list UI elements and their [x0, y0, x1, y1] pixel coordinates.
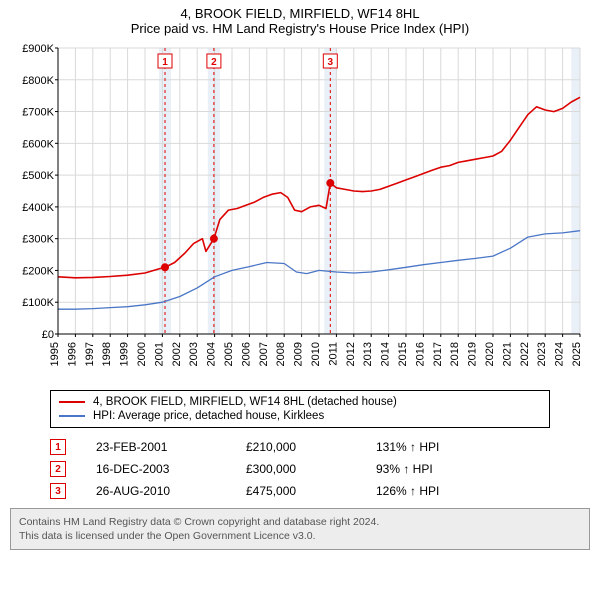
legend-swatch: [59, 401, 85, 403]
table-row: 2 16-DEC-2003 £300,000 93% ↑ HPI: [50, 458, 590, 480]
chart-title-line1: 4, BROOK FIELD, MIRFIELD, WF14 8HL: [10, 6, 590, 21]
table-row: 3 26-AUG-2010 £475,000 126% ↑ HPI: [50, 480, 590, 502]
svg-text:2024: 2024: [554, 342, 566, 366]
sale-hpi: 126% ↑ HPI: [376, 484, 486, 498]
svg-text:£700K: £700K: [22, 107, 54, 119]
svg-text:£200K: £200K: [22, 265, 54, 277]
chart-area: £0 £100K £200K £300K £400K £500K £600K £700K £80…: [10, 42, 590, 382]
sale-marker-icon: 1: [50, 439, 66, 455]
svg-text:1: 1: [162, 57, 168, 68]
svg-text:£300K: £300K: [22, 234, 54, 246]
legend-item-property: 4, BROOK FIELD, MIRFIELD, WF14 8HL (deta…: [59, 395, 541, 409]
svg-text:2022: 2022: [519, 342, 531, 366]
legend-item-hpi: HPI: Average price, detached house, Kirk…: [59, 409, 541, 423]
legend: 4, BROOK FIELD, MIRFIELD, WF14 8HL (deta…: [50, 390, 550, 428]
svg-text:2001: 2001: [153, 342, 165, 366]
sale-hpi: 93% ↑ HPI: [376, 462, 486, 476]
svg-text:2019: 2019: [467, 342, 479, 366]
svg-text:2020: 2020: [484, 342, 496, 366]
sale-marker-icon: 2: [50, 461, 66, 477]
svg-text:1999: 1999: [119, 342, 131, 366]
footer-line: This data is licensed under the Open Gov…: [19, 529, 581, 543]
legend-label: 4, BROOK FIELD, MIRFIELD, WF14 8HL (deta…: [93, 396, 397, 408]
svg-text:2: 2: [211, 57, 217, 68]
sale-price: £210,000: [246, 440, 346, 454]
svg-text:1997: 1997: [84, 342, 96, 366]
svg-text:1996: 1996: [66, 342, 78, 366]
attribution-footer: Contains HM Land Registry data © Crown c…: [10, 508, 590, 550]
svg-text:2010: 2010: [310, 342, 322, 366]
sale-date: 16-DEC-2003: [96, 462, 216, 476]
svg-text:2002: 2002: [171, 342, 183, 366]
svg-text:2013: 2013: [362, 342, 374, 366]
sales-table: 1 23-FEB-2001 £210,000 131% ↑ HPI 2 16-D…: [50, 436, 590, 502]
svg-text:2016: 2016: [414, 342, 426, 366]
sale-marker-icon: 3: [50, 483, 66, 499]
svg-text:2014: 2014: [380, 342, 392, 366]
svg-text:1995: 1995: [49, 342, 61, 366]
svg-text:2015: 2015: [397, 342, 409, 366]
svg-text:2018: 2018: [449, 342, 461, 366]
svg-text:2008: 2008: [275, 342, 287, 366]
sale-date: 23-FEB-2001: [96, 440, 216, 454]
svg-text:2023: 2023: [536, 342, 548, 366]
chart-title-line2: Price paid vs. HM Land Registry's House …: [10, 21, 590, 36]
svg-text:2012: 2012: [345, 342, 357, 366]
legend-label: HPI: Average price, detached house, Kirk…: [93, 410, 324, 422]
svg-text:2004: 2004: [206, 342, 218, 366]
footer-line: Contains HM Land Registry data © Crown c…: [19, 515, 581, 529]
svg-text:2003: 2003: [188, 342, 200, 366]
svg-text:2025: 2025: [571, 342, 583, 366]
svg-text:£800K: £800K: [22, 75, 54, 87]
svg-text:2011: 2011: [327, 342, 339, 366]
table-row: 1 23-FEB-2001 £210,000 131% ↑ HPI: [50, 436, 590, 458]
price-chart-svg: £0 £100K £200K £300K £400K £500K £600K £700K £80…: [10, 42, 590, 382]
svg-text:2000: 2000: [136, 342, 148, 366]
svg-text:1998: 1998: [101, 342, 113, 366]
svg-text:2009: 2009: [293, 342, 305, 366]
svg-text:£900K: £900K: [22, 43, 54, 55]
svg-text:£100K: £100K: [22, 297, 54, 309]
sale-price: £300,000: [246, 462, 346, 476]
svg-text:£500K: £500K: [22, 170, 54, 182]
svg-text:2017: 2017: [432, 342, 444, 366]
sale-date: 26-AUG-2010: [96, 484, 216, 498]
svg-text:2005: 2005: [223, 342, 235, 366]
sale-hpi: 131% ↑ HPI: [376, 440, 486, 454]
svg-text:2007: 2007: [258, 342, 270, 366]
svg-text:£400K: £400K: [22, 202, 54, 214]
svg-text:2006: 2006: [240, 342, 252, 366]
svg-text:3: 3: [328, 57, 334, 68]
svg-text:2021: 2021: [501, 342, 513, 366]
legend-swatch: [59, 415, 85, 417]
svg-text:£0: £0: [42, 329, 54, 341]
svg-text:£600K: £600K: [22, 138, 54, 150]
sale-price: £475,000: [246, 484, 346, 498]
